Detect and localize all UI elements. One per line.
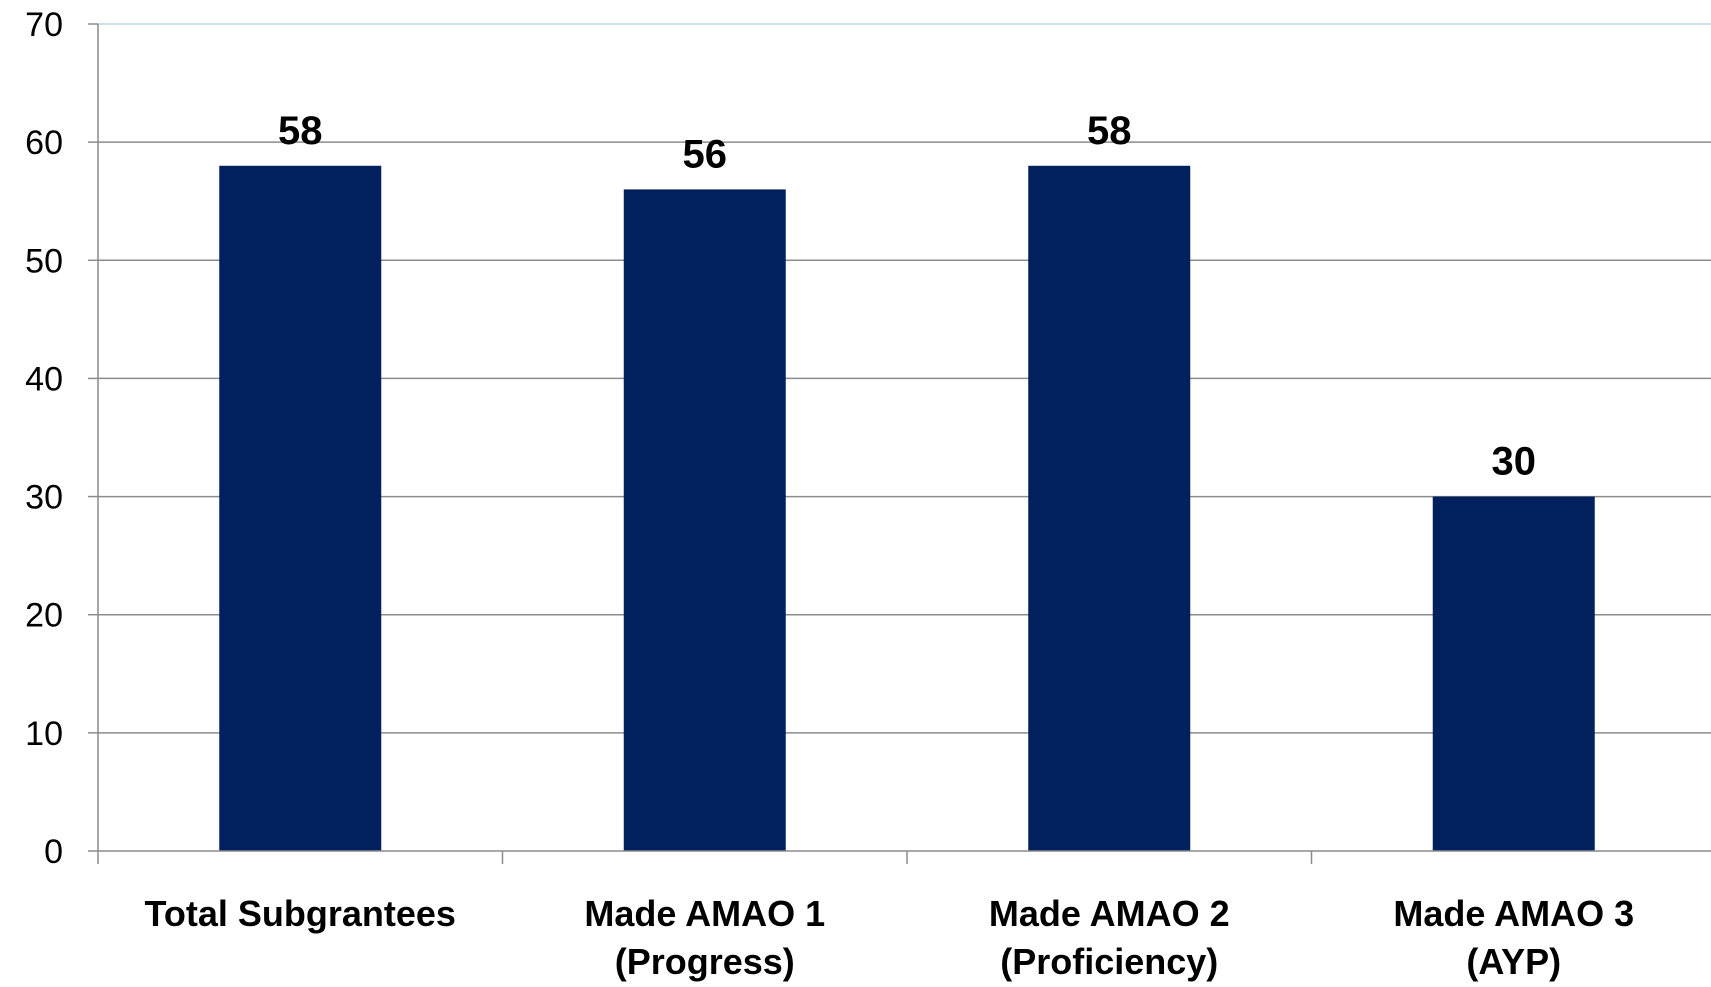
data-label: 58 (1087, 109, 1132, 153)
x-category-label: Made AMAO 1 (584, 893, 825, 934)
data-label: 56 (683, 132, 728, 176)
data-label: 30 (1492, 440, 1537, 484)
x-category-label: Made AMAO 2 (989, 893, 1230, 934)
x-category-label: Total Subgrantees (145, 893, 456, 934)
bar (1028, 165, 1191, 851)
bars (219, 165, 1595, 851)
y-tick-label: 60 (25, 124, 63, 162)
bar (623, 189, 786, 851)
y-tick-label: 10 (25, 715, 63, 753)
y-tick-label: 0 (44, 833, 63, 871)
y-tick-label: 20 (25, 597, 63, 635)
y-tick-label: 40 (25, 360, 63, 398)
axes (88, 23, 1711, 864)
x-category-label: (Proficiency) (1000, 941, 1218, 982)
y-tick-labels: 0 10 20 30 40 50 60 70 (25, 6, 63, 871)
y-tick-label: 70 (25, 6, 63, 44)
y-tick-label: 30 (25, 479, 63, 517)
x-category-label: Made AMAO 3 (1393, 893, 1634, 934)
bar (219, 165, 382, 851)
x-category-labels: Total Subgrantees Made AMAO 1 (Progress) Ma… (145, 893, 1635, 982)
data-label: 58 (278, 109, 323, 153)
y-tick-label: 50 (25, 242, 63, 280)
x-category-label: (AYP) (1466, 941, 1561, 982)
data-labels: 58 56 58 30 (278, 109, 1536, 484)
x-category-label: (Progress) (615, 941, 795, 982)
bar (1432, 496, 1595, 851)
